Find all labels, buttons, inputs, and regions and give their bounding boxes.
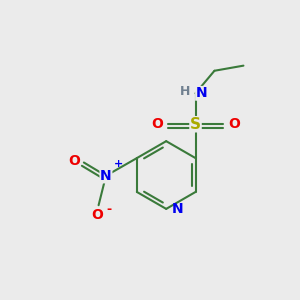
Text: N: N xyxy=(172,202,183,216)
Text: +: + xyxy=(114,159,123,169)
Text: O: O xyxy=(228,117,240,131)
Text: N: N xyxy=(100,169,112,183)
Text: S: S xyxy=(190,117,201,132)
Text: N: N xyxy=(196,86,207,100)
Text: O: O xyxy=(151,117,163,131)
Text: O: O xyxy=(91,208,103,222)
Text: O: O xyxy=(68,154,80,168)
Text: H: H xyxy=(180,85,190,98)
Text: -: - xyxy=(107,203,112,216)
